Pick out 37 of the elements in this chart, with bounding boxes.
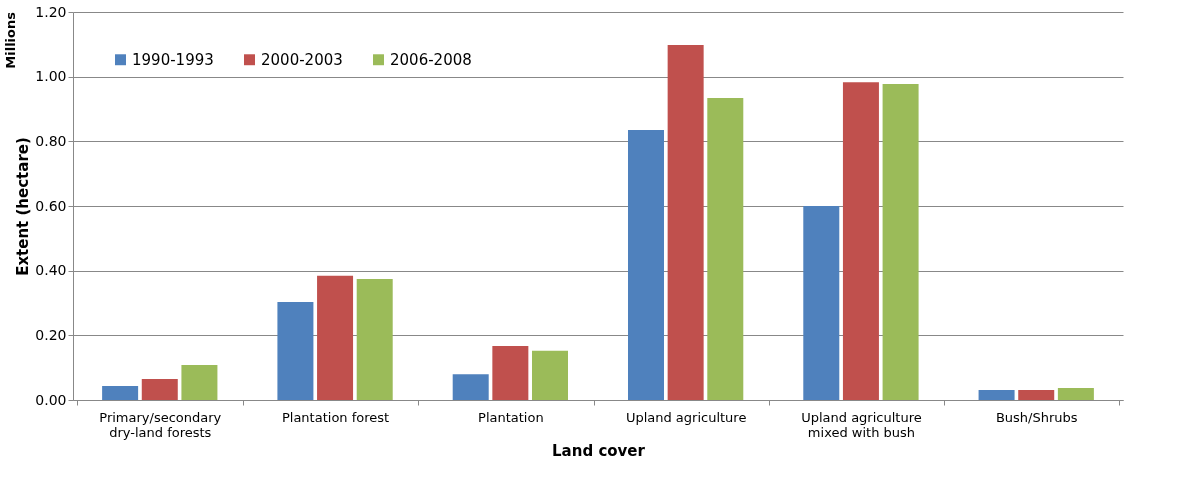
bar <box>102 386 139 400</box>
bar <box>1018 389 1055 400</box>
legend-label: 2000-2003 <box>261 50 343 69</box>
x-tick-label: Upland agriculture <box>625 409 747 425</box>
x-tick-label: Primary/secondary dry-land forests <box>99 409 222 440</box>
y-tick-label: 0.00 <box>35 391 67 408</box>
y-tick-label: 1.00 <box>35 68 67 85</box>
bar <box>1057 388 1094 400</box>
bar <box>532 350 568 400</box>
bar <box>803 206 840 400</box>
bar <box>452 374 489 400</box>
y-tick-label: 0.60 <box>35 197 67 214</box>
bar <box>978 389 1015 400</box>
bar <box>181 365 218 400</box>
y-tick-label: 0.40 <box>35 262 67 279</box>
bar <box>882 84 919 400</box>
text: Millions <box>3 11 18 69</box>
bar <box>277 302 314 400</box>
x-axis-title: Land cover <box>552 441 646 460</box>
bar <box>356 279 393 400</box>
x-tick-label: Plantation <box>478 409 544 425</box>
x-tick-label: Upland agriculture mixed with bush <box>801 409 922 440</box>
bar <box>317 275 354 400</box>
bar <box>842 82 879 400</box>
y-axis-title: Extent (hectare) <box>14 137 33 276</box>
bar <box>628 130 664 400</box>
y-tick-label: 0.20 <box>35 326 67 343</box>
bar <box>667 44 704 400</box>
bar <box>707 98 744 400</box>
bar <box>492 346 529 400</box>
y-tick-label: 1.20 <box>35 3 67 20</box>
bar <box>141 378 178 400</box>
y-tick-label: 0.80 <box>35 132 67 149</box>
x-tick-label: Plantation forest <box>281 409 390 425</box>
legend-label: 2006-2008 <box>390 50 472 69</box>
x-tick-label: Bush/Shrubs <box>995 409 1078 425</box>
legend-label: 1990-1993 <box>132 50 214 69</box>
